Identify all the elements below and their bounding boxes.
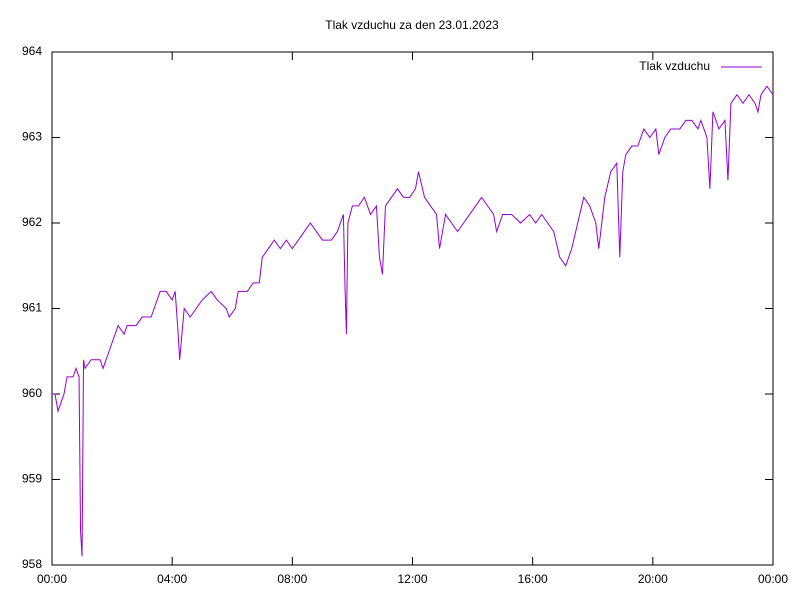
y-tick-label: 964 bbox=[22, 44, 42, 58]
x-tick-label: 08:00 bbox=[277, 572, 307, 586]
legend-label: Tlak vzduchu bbox=[639, 59, 710, 73]
x-tick-label: 00:00 bbox=[37, 572, 67, 586]
x-tick-label: 00:00 bbox=[758, 572, 788, 586]
y-tick-label: 962 bbox=[22, 215, 42, 229]
chart-title: Tlak vzduchu za den 23.01.2023 bbox=[325, 18, 499, 32]
x-tick-label: 04:00 bbox=[157, 572, 187, 586]
y-tick-label: 963 bbox=[22, 130, 42, 144]
data-line bbox=[52, 85, 774, 557]
y-tick-label: 960 bbox=[22, 386, 42, 400]
x-tick-label: 20:00 bbox=[638, 572, 668, 586]
y-tick-label: 961 bbox=[22, 301, 42, 315]
y-tick-label: 959 bbox=[22, 472, 42, 486]
x-tick-label: 16:00 bbox=[518, 572, 548, 586]
y-tick-label: 958 bbox=[22, 557, 42, 571]
x-tick-label: 12:00 bbox=[397, 572, 427, 586]
